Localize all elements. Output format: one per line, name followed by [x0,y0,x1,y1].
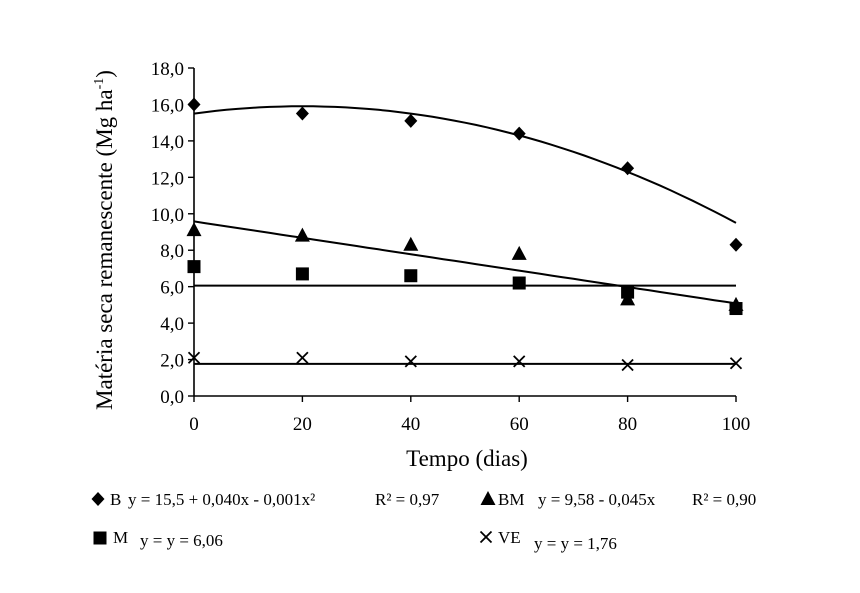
point-b [621,161,635,176]
legend-equation: y = 15,5 + 0,040x - 0,001x² [128,490,315,509]
fit-lines [193,105,737,365]
point-b [404,113,418,128]
legend-equation: y = y = 6,06 [140,531,223,550]
y-tick-label: 18,0 [151,59,184,80]
legend-equation: y = y = 1,76 [534,534,617,553]
point-b [295,106,309,121]
point-m [187,260,201,274]
point-b [187,97,201,112]
x-tick-label: 80 [618,414,637,435]
y-tick-label: 12,0 [151,168,184,189]
y-axis-title-main: Matéria seca remanescente (Mg ha [92,89,117,410]
y-tick-label: 8,0 [160,241,184,262]
x-tick-label: 20 [293,414,312,435]
y-axis-title-close: ) [92,70,117,78]
x-tick-label: 0 [189,414,199,435]
legend-entry-bm: BM y = 9,58 - 0,045x R² = 0,90 [480,490,756,509]
legend-r2: R² = 0,90 [692,490,756,509]
y-tick-label: 6,0 [160,278,184,299]
y-tick-label: 2,0 [160,351,184,372]
x-tick-label: 40 [401,414,420,435]
y-tick-label: 16,0 [151,95,184,116]
legend-equation: y = 9,58 - 0,045x [538,490,656,509]
y-tick-label: 10,0 [151,205,184,226]
point-bm [294,227,310,242]
legend-marker-b [91,492,105,506]
point-ve [404,355,417,368]
legend-series-name: VE [498,528,521,547]
point-bm [186,222,202,237]
point-ve [621,358,634,372]
point-ve [513,355,526,368]
data-points [186,97,744,372]
y-tick-label: 0,0 [160,387,184,408]
point-bm [403,236,419,251]
legend-series-name: B [110,490,121,509]
y-axis-title-superscript: -1 [92,78,107,90]
legend-series-name: BM [498,490,524,509]
point-m [404,269,418,283]
point-m [621,285,635,299]
legend-marker-bm [480,491,496,505]
legend-entry-ve: VE y = y = 1,76 [479,528,617,553]
y-tick-label: 4,0 [160,314,184,335]
y-axis-title: Matéria seca remanescente (Mg ha-1) [92,70,117,410]
x-axis-title: Tempo (dias) [406,446,528,471]
y-tick-label: 14,0 [151,132,184,153]
point-m [729,302,743,316]
point-bm [511,245,527,260]
axes: 0,0 2,0 4,0 6,0 8,0 10,0 12,0 14,0 16,0 18,0 0 20 40… [151,59,751,435]
legend-r2: R² = 0,97 [375,490,440,509]
legend-series-name: M [113,528,128,547]
point-ve [296,351,309,364]
fit-line-bm [193,220,737,305]
point-ve [729,357,743,370]
point-ve [187,351,201,364]
x-tick-label: 60 [510,414,529,435]
legend-marker-m [93,531,107,545]
legend-marker-ve [479,530,493,544]
point-b [729,237,743,252]
point-b [512,126,526,141]
fit-line-b [193,105,737,224]
point-m [295,267,309,281]
x-tick-label: 100 [722,414,751,435]
point-m [512,276,526,290]
